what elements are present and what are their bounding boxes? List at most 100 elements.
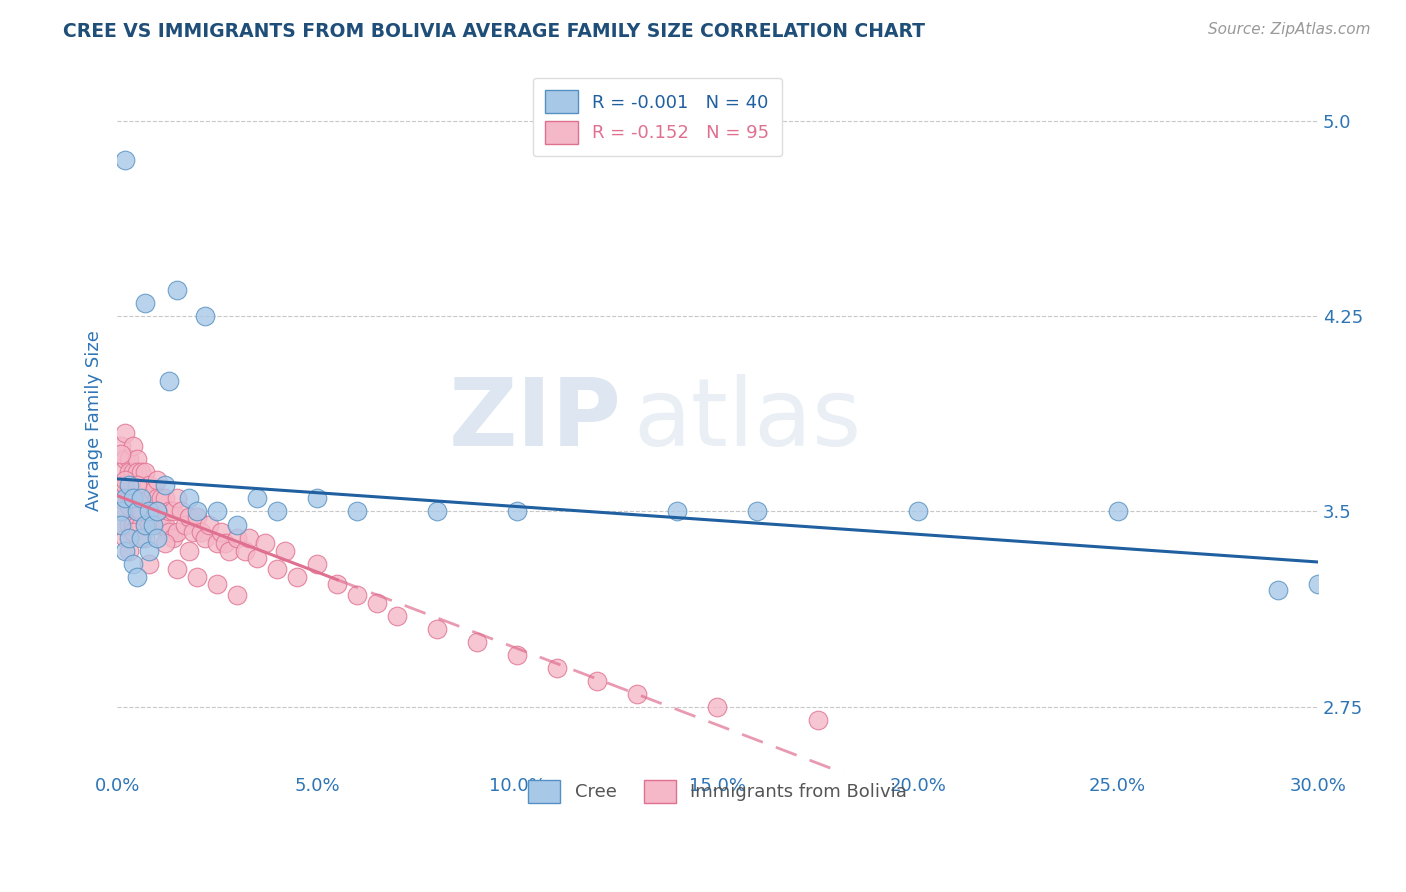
Point <box>138 504 160 518</box>
Point <box>122 491 145 506</box>
Point <box>907 504 929 518</box>
Point <box>118 478 141 492</box>
Point <box>155 535 177 549</box>
Point <box>426 622 449 636</box>
Text: atlas: atlas <box>634 375 862 467</box>
Point <box>285 569 308 583</box>
Point <box>114 531 136 545</box>
Point <box>238 531 260 545</box>
Point <box>747 504 769 518</box>
Point <box>157 525 180 540</box>
Point <box>138 557 160 571</box>
Point <box>122 517 145 532</box>
Point <box>110 517 132 532</box>
Point <box>138 491 160 506</box>
Point <box>226 588 249 602</box>
Point <box>122 466 145 480</box>
Point <box>110 491 132 506</box>
Point <box>118 491 141 506</box>
Point <box>114 478 136 492</box>
Point <box>134 466 156 480</box>
Point <box>118 517 141 532</box>
Point <box>706 700 728 714</box>
Point <box>218 543 240 558</box>
Point <box>150 491 173 506</box>
Point <box>307 557 329 571</box>
Point <box>186 509 208 524</box>
Point <box>226 531 249 545</box>
Point <box>146 473 169 487</box>
Point <box>146 491 169 506</box>
Point <box>586 673 609 688</box>
Point <box>122 491 145 506</box>
Point <box>346 504 368 518</box>
Point <box>114 473 136 487</box>
Point <box>138 543 160 558</box>
Point <box>127 517 149 532</box>
Point <box>127 478 149 492</box>
Point <box>181 525 204 540</box>
Point <box>198 517 221 532</box>
Point <box>254 535 277 549</box>
Point <box>129 466 152 480</box>
Point <box>266 504 288 518</box>
Point <box>426 504 449 518</box>
Point <box>118 452 141 467</box>
Point <box>246 491 269 506</box>
Point <box>122 525 145 540</box>
Point <box>274 543 297 558</box>
Point <box>179 491 201 506</box>
Point <box>129 491 152 506</box>
Point <box>114 543 136 558</box>
Point <box>186 569 208 583</box>
Point <box>326 577 349 591</box>
Point <box>155 491 177 506</box>
Point <box>166 525 188 540</box>
Point <box>127 569 149 583</box>
Point <box>179 509 201 524</box>
Point <box>122 439 145 453</box>
Legend: Cree, Immigrants from Bolivia: Cree, Immigrants from Bolivia <box>515 767 920 816</box>
Point <box>546 661 568 675</box>
Point <box>134 531 156 545</box>
Point <box>190 525 212 540</box>
Point <box>226 517 249 532</box>
Text: Source: ZipAtlas.com: Source: ZipAtlas.com <box>1208 22 1371 37</box>
Point <box>129 517 152 532</box>
Point <box>170 504 193 518</box>
Point <box>134 517 156 532</box>
Point <box>110 466 132 480</box>
Point <box>122 557 145 571</box>
Point <box>162 504 184 518</box>
Point <box>233 543 256 558</box>
Point <box>150 517 173 532</box>
Point <box>142 517 165 532</box>
Point <box>307 491 329 506</box>
Point <box>207 535 229 549</box>
Point <box>506 648 529 662</box>
Point <box>114 153 136 167</box>
Point <box>166 562 188 576</box>
Point <box>138 517 160 532</box>
Point <box>186 504 208 518</box>
Point <box>118 500 141 514</box>
Point <box>138 478 160 492</box>
Point <box>194 309 217 323</box>
Point <box>134 517 156 532</box>
Point <box>1306 577 1329 591</box>
Point <box>166 491 188 506</box>
Point <box>194 531 217 545</box>
Point <box>157 504 180 518</box>
Point <box>127 504 149 518</box>
Point <box>127 452 149 467</box>
Point <box>166 283 188 297</box>
Point <box>157 374 180 388</box>
Point <box>146 517 169 532</box>
Point <box>114 426 136 441</box>
Point <box>129 504 152 518</box>
Point <box>162 531 184 545</box>
Point <box>366 596 388 610</box>
Y-axis label: Average Family Size: Average Family Size <box>86 330 103 511</box>
Point <box>266 562 288 576</box>
Point <box>129 491 152 506</box>
